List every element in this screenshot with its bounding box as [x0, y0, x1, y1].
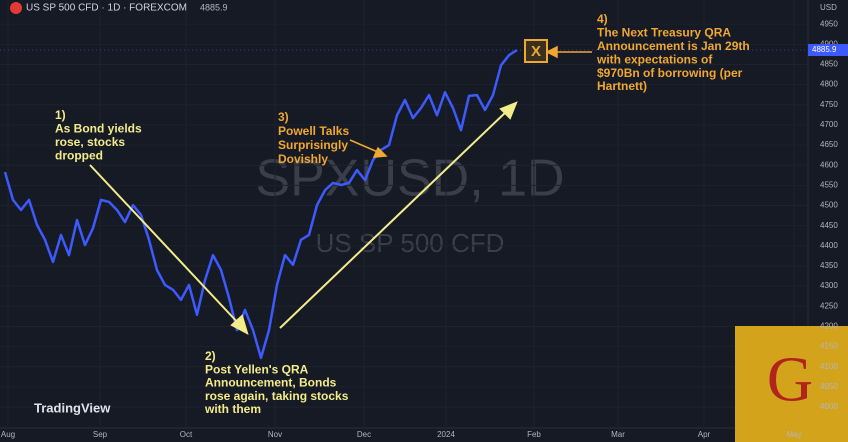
- annotation: rose, stocks: [55, 135, 125, 149]
- currency[interactable]: USD: [820, 3, 837, 12]
- annotation: 1): [55, 108, 66, 122]
- annotation: As Bond yields: [55, 122, 142, 136]
- y-tick-label: 4600: [820, 160, 838, 169]
- annotation: rose again, taking stocks: [205, 389, 349, 403]
- x-tick-label: Feb: [527, 430, 541, 439]
- y-tick-label: 4050: [820, 382, 838, 391]
- y-tick-label: 4850: [820, 60, 838, 69]
- annotation: Announcement is Jan 29th: [597, 39, 750, 53]
- annotation: with them: [204, 402, 261, 416]
- annotation: 4): [597, 12, 608, 26]
- arrows: [349, 39, 592, 158]
- y-tick-label: 4000: [820, 402, 838, 411]
- x-tick-label: Nov: [268, 430, 282, 439]
- x-tick-label: Apr: [698, 430, 711, 439]
- y-tick-label: 4350: [820, 261, 838, 270]
- y-tick-label: 4150: [820, 342, 838, 351]
- y-tick-label: 4950: [820, 19, 838, 28]
- arrows: [89, 101, 518, 336]
- last-price-label: 4885.9: [812, 45, 837, 54]
- logo-box: [735, 326, 848, 442]
- annotation: Announcement, Bonds: [205, 376, 337, 390]
- x-tick-label: Sep: [93, 430, 108, 439]
- arrow-head: [372, 146, 388, 158]
- y-tick-label: 4200: [820, 322, 838, 331]
- price-line: [3, 48, 518, 360]
- symbol: US SP 500 CFD · 1D · FOREXCOM: [26, 3, 187, 14]
- y-tick-label: 4750: [820, 100, 838, 109]
- y-tick-label: 4650: [820, 140, 838, 149]
- annotation: 3): [278, 110, 289, 124]
- y-tick-label: 4500: [820, 201, 838, 210]
- arrow-head: [499, 101, 518, 120]
- annotation: $970Bn of borrowing (per: [597, 66, 743, 80]
- x-tick-label: 2024: [437, 430, 455, 439]
- x-tick-label: Mar: [611, 430, 625, 439]
- annotation: Hartnett): [597, 79, 647, 93]
- arrow: [279, 109, 509, 329]
- y-tick-label: 4400: [820, 241, 838, 250]
- y-tick-label: 4800: [820, 80, 838, 89]
- y-tick-label: 4300: [820, 281, 838, 290]
- arrow: [349, 139, 381, 154]
- x-tick-label: Oct: [180, 430, 193, 439]
- arrow-head: [545, 45, 558, 59]
- y-tick-label: 4900: [820, 39, 838, 48]
- y-tick-label: 4700: [820, 120, 838, 129]
- watermark: US SP 500 CFD: [316, 228, 505, 258]
- y-tick-label: 4450: [820, 221, 838, 230]
- marker-box: [524, 39, 548, 63]
- annotation: The Next Treasury QRA: [597, 26, 731, 40]
- x-tick-label: Dec: [357, 430, 371, 439]
- annotation: Dovishly: [278, 152, 328, 166]
- watermark: SPXUSD, 1D: [255, 150, 564, 208]
- symbol-icon: [10, 2, 22, 14]
- annotation: Surprisingly: [278, 138, 348, 152]
- y-tick-label: 4550: [820, 180, 838, 189]
- last-price-badge: [808, 44, 848, 57]
- marker: X: [531, 43, 541, 60]
- arrow: [89, 164, 241, 326]
- logo: G: [767, 344, 813, 415]
- annotation: Powell Talks: [278, 124, 349, 138]
- x-tick-label: Aug: [1, 430, 15, 439]
- annotation: with expectations of: [596, 52, 713, 66]
- arrow-head: [230, 314, 249, 336]
- annotation: Post Yellen's QRA: [205, 362, 309, 376]
- y-tick-label: 4100: [820, 362, 838, 371]
- brand: TradingView: [34, 400, 111, 415]
- y-tick-label: 4250: [820, 301, 838, 310]
- header-price: 4885.9: [200, 2, 228, 12]
- annotation: 2): [205, 349, 216, 363]
- annotation: dropped: [55, 149, 103, 163]
- x-tick-label: May: [786, 430, 801, 439]
